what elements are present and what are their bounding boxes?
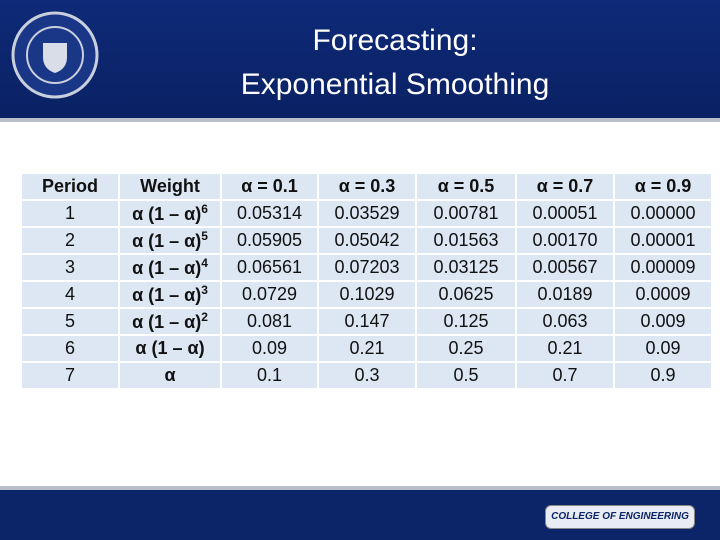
period-cell: 7 (20, 361, 120, 390)
weight-text: α (1 – α) (132, 204, 202, 224)
weight-cell: α (1 – α)5 (118, 226, 222, 255)
header-cell: α = 0.5 (415, 172, 517, 201)
weight-power: 6 (201, 202, 208, 216)
weight-power: 4 (201, 256, 208, 270)
period-cell: 3 (20, 253, 120, 282)
value-cell: 0.1029 (317, 280, 417, 309)
seal (11, 11, 99, 99)
value-cell: 0.0189 (515, 280, 615, 309)
value-cell: 0.7 (515, 361, 615, 390)
weight-text: α (1 – α) (132, 312, 202, 332)
title: Forecasting: (312, 24, 478, 57)
footer-rule (0, 486, 720, 490)
value-cell: 0.01563 (415, 226, 517, 255)
header-bar (0, 0, 720, 118)
weight-text: α (1 – α) (135, 338, 205, 358)
period-cell: 1 (20, 199, 120, 228)
value-cell: 0.009 (613, 307, 713, 336)
value-cell: 0.03529 (317, 199, 417, 228)
weight-cell: α (118, 361, 222, 390)
header-rule (0, 118, 720, 122)
header-cell: α = 0.1 (220, 172, 319, 201)
title: Exponential Smoothing (240, 68, 550, 101)
weight-text: α (164, 365, 176, 385)
value-cell: 0.00051 (515, 199, 615, 228)
value-cell: 0.0625 (415, 280, 517, 309)
logo: COLLEGE OF ENGINEERING (545, 505, 695, 529)
value-cell: 0.05314 (220, 199, 319, 228)
header-cell: α = 0.9 (613, 172, 713, 201)
value-cell: 0.1 (220, 361, 319, 390)
period-cell: 2 (20, 226, 120, 255)
header-cell: Weight (118, 172, 222, 201)
value-cell: 0.07203 (317, 253, 417, 282)
table: Period Weight α = 0.1 α = 0.3 α = 0.5 α = 0.7… (20, 172, 713, 390)
value-cell: 0.00009 (613, 253, 713, 282)
value-cell: 0.00567 (515, 253, 615, 282)
value-cell: 0.081 (220, 307, 319, 336)
value-cell: 0.00000 (613, 199, 713, 228)
value-cell: 0.0009 (613, 280, 713, 309)
header-cell: α = 0.7 (515, 172, 615, 201)
value-cell: 0.25 (415, 334, 517, 363)
value-cell: 0.00781 (415, 199, 517, 228)
value-cell: 0.3 (317, 361, 417, 390)
value-cell: 0.00001 (613, 226, 713, 255)
value-cell: 0.06561 (220, 253, 319, 282)
value-cell: 0.9 (613, 361, 713, 390)
weight-cell: α (1 – α)3 (118, 280, 222, 309)
value-cell: 0.21 (317, 334, 417, 363)
value-cell: 0.0729 (220, 280, 319, 309)
period-cell: 6 (20, 334, 120, 363)
value-cell: 0.21 (515, 334, 615, 363)
period-cell: 4 (20, 280, 120, 309)
weight-power: 5 (201, 229, 208, 243)
weight-cell: α (1 – α) (118, 334, 222, 363)
weight-power: 3 (201, 283, 208, 297)
period-cell: 5 (20, 307, 120, 336)
value-cell: 0.05905 (220, 226, 319, 255)
value-cell: 0.125 (415, 307, 517, 336)
weight-cell: α (1 – α)4 (118, 253, 222, 282)
weight-cell: α (1 – α)6 (118, 199, 222, 228)
weight-text: α (1 – α) (132, 231, 202, 251)
header-row: Period Weight α = 0.1 α = 0.3 α = 0.5 α = 0.7… (20, 172, 713, 201)
weight-text: α (1 – α) (132, 258, 202, 278)
header-cell: Period (20, 172, 120, 201)
value-cell: 0.05042 (317, 226, 417, 255)
weight-cell: α (1 – α)2 (118, 307, 222, 336)
value-cell: 0.09 (613, 334, 713, 363)
value-cell: 0.063 (515, 307, 615, 336)
value-cell: 0.09 (220, 334, 319, 363)
value-cell: 0.00170 (515, 226, 615, 255)
value-cell: 0.03125 (415, 253, 517, 282)
row: 7 α 0.1 0.3 0.5 0.7 0.9 (20, 361, 713, 390)
value-cell: 0.5 (415, 361, 517, 390)
weight-text: α (1 – α) (132, 285, 202, 305)
value-cell: 0.147 (317, 307, 417, 336)
weight-power: 2 (201, 310, 208, 324)
header-cell: α = 0.3 (317, 172, 417, 201)
